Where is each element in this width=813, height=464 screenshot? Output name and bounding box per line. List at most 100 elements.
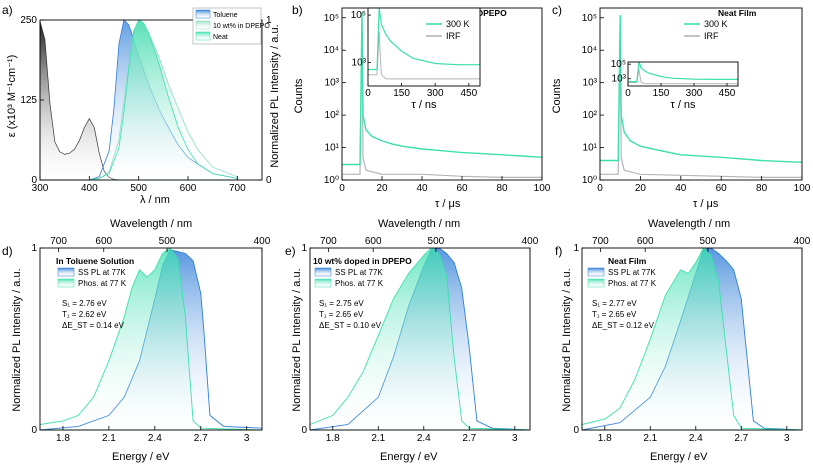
panel-e-x-tick-label: 1.8 [326,433,340,444]
panel-c-inset-y-tick-label: 10³ [612,74,627,85]
panel-b-inset-y-tick-label: 10⁵ [351,10,366,21]
panel-f-phos-area [581,247,803,431]
panel-label-c: c) [552,3,562,17]
panel-b-x-tick-label: 40 [416,183,428,194]
panel-e-top-tick-label: 400 [522,236,539,247]
panel-e-legend-swatch [314,267,332,277]
panel-b-inset-x-tick-label: 450 [460,88,477,99]
panel-d-xlabel: Energy / eV [112,451,170,463]
panel-f-legend-swatch [587,278,605,288]
panel-b-y-tick-label: 10³ [325,78,340,89]
panel-b-inset-xlabel: τ / ns [411,99,437,111]
panel-c-title: Neat Film [718,8,757,18]
panel-d-top-tick-label: 700 [50,236,67,247]
panel-e-y-tick-label: 1 [301,243,307,254]
panel-a-yr-tick-label: 0 [266,175,272,186]
panel-e-frame [309,247,531,431]
panel-c-inset-xlabel: τ / ns [670,99,696,111]
panel-d-x-tick-label: 2.1 [102,433,116,444]
panel-b-inset-x-tick-label: 300 [427,88,444,99]
panel-b-legend-label: IRF [446,31,461,41]
panel-d-energy-annotation: S₁ = 2.76 eV [62,299,107,308]
panel-f-top-tick-label: 700 [592,236,609,247]
panel-c-inset-x-tick-label: 450 [719,88,736,99]
panel-f-x-tick-label: 2.1 [643,433,657,444]
panel-f-legend-swatch [587,267,605,277]
panel-b-x-tick-label: 60 [456,183,468,194]
panel-b-inset-y-tick-label: 10³ [352,57,367,68]
panel-e-top-tick-label: 700 [320,236,337,247]
panel-f-x-tick-label: 2.7 [734,433,748,444]
panel-f-top-tick-label: 600 [637,236,654,247]
panel-a-x-tick-label: 600 [180,183,197,194]
panel-f-energy-annotation: ΔE_ST = 0.12 eV [592,321,655,330]
panel-c-inset-decay-line [628,61,738,83]
panel-b-y-tick-label: 10⁴ [324,45,339,56]
panel-a-legend-label: 10 wt% in DPEPO [213,23,270,30]
panel-a-yl-tick-label: 250 [20,15,37,26]
panel-a-legend-swatch [195,20,211,30]
panel-a-legend-swatch [195,9,211,19]
panel-e-phos-area [309,247,531,431]
panel-c-irf-line [600,27,802,178]
panel-e-energy-annotation: S₁ = 2.75 eV [319,299,364,308]
panel-c-inset-x-tick-label: 300 [686,88,703,99]
panel-a-legend-swatch [195,31,211,41]
panel-f-title: Neat Film [608,256,647,266]
panel-f-x-tick-label: 1.8 [598,433,612,444]
panel-c-x-tick-label: 100 [794,183,811,194]
panel-b-xlabel: τ / μs [435,198,461,210]
panel-b-y-tick-label: 10⁵ [324,13,339,24]
panel-d-top-xlabel: Wavelength / nm [110,218,192,230]
panel-b-legend-label: 300 K [446,19,470,29]
panel-e-x-tick-label: 2.1 [371,433,385,444]
panel-a-yr-tick-label: 1 [266,15,272,26]
panel-e-legend-swatch [314,278,332,288]
panel-f-top-xlabel: Wavelength / nm [648,218,730,230]
panel-label-b: b) [292,3,303,17]
panel-b-inset-bg [368,8,480,86]
panel-label-d: d) [2,244,13,258]
panel-e-legend-label: Phos. at 77 K [335,279,384,288]
panel-a-x-tick-label: 500 [130,183,147,194]
panel-b-x-tick-label: 20 [376,183,388,194]
panel-c-inset-frame [627,61,739,87]
panel-label-e: e) [285,244,296,258]
panel-d-legend-label: SS PL at 77K [78,268,126,277]
panel-a-x-tick-label: 700 [229,183,246,194]
panel-f-x-tick-label: 3 [784,433,790,444]
panel-f-legend-label: Phos. at 77 K [608,279,657,288]
panel-f-energy-annotation: T₁ = 2.65 eV [592,310,637,319]
panel-b-inset-decay-line [368,7,480,71]
panel-c-xlabel: τ / μs [693,198,719,210]
panel-a-x-tick-label: 400 [81,183,98,194]
panel-d-frame [39,247,263,431]
panel-c-x-tick-label: 40 [675,183,687,194]
panel-c-y-tick-label: 10² [583,110,598,121]
panel-c-y-tick-label: 10¹ [583,143,598,154]
panel-e-title: 10 wt% doped in DPEPO [313,256,412,266]
panel-c-y-tick-label: 10⁵ [582,13,597,24]
panel-b-inset-x-tick-label: 150 [393,88,410,99]
panel-a-legend-label: Neat [213,34,228,41]
panel-f-x-tick-label: 2.4 [689,433,703,444]
panel-b-decay-line [342,12,543,166]
panel-f-y-tick-label: 0 [573,425,579,436]
panel-a-legend-label: Toluene [213,12,238,19]
panel-c-inset-x-tick-label: 150 [653,88,670,99]
panel-a-ylabel-right: Normalized PL Intensity / a.u. [269,24,281,167]
panel-e-top-tick-label: 600 [365,236,382,247]
panel-d-x-tick-label: 3 [244,433,250,444]
panel-c-x-tick-label: 20 [635,183,647,194]
panel-a-x-tick-label: 300 [32,183,49,194]
panel-e-ylabel: Normalized PL Intensity / a.u. [291,268,303,411]
panel-d-top-tick-label: 500 [159,236,176,247]
panel-c-inset-bg [628,62,738,86]
panel-a-series-2-area [89,19,238,181]
panel-b-ylabel: Counts [293,78,305,113]
panel-a-ylabel-left: ε (x10³ M⁻¹cm⁻¹) [6,55,18,138]
panel-d-ylabel: Normalized PL Intensity / a.u. [11,268,23,411]
panel-b-y-tick-label: 10² [325,110,340,121]
panel-label-a: a) [2,3,13,17]
